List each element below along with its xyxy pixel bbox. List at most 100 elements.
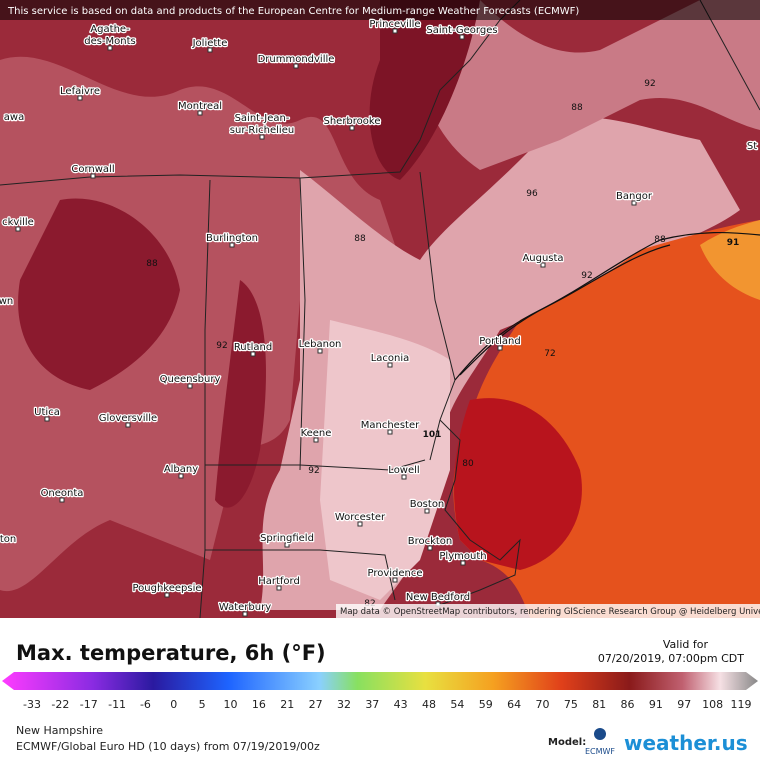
city-label: Princeville bbox=[369, 19, 420, 30]
colorbar-tick-label: -33 bbox=[23, 698, 41, 711]
colorbar-tick-label: 91 bbox=[649, 698, 663, 711]
model-run: ECMWF/Global Euro HD (10 days) from 07/1… bbox=[16, 740, 320, 753]
city-label: Rutland bbox=[234, 342, 272, 353]
city-dot bbox=[107, 45, 113, 51]
region: New Hampshire bbox=[16, 724, 103, 737]
city-label: Lebanon bbox=[299, 339, 342, 350]
city-dot bbox=[424, 508, 430, 514]
city-dot bbox=[313, 437, 319, 443]
colorbar-tick-label: 43 bbox=[394, 698, 408, 711]
city-label: Brockton bbox=[408, 536, 453, 547]
contour-label: 91 bbox=[727, 238, 740, 248]
colorbar-tick-label: 119 bbox=[731, 698, 752, 711]
borders bbox=[0, 0, 760, 618]
colorbar-tick-label: 81 bbox=[592, 698, 606, 711]
city-label: Cornwall bbox=[71, 164, 114, 175]
dark-zone bbox=[369, 0, 480, 180]
city-label: Portland bbox=[479, 336, 520, 347]
city-dot bbox=[460, 560, 466, 566]
valid-time: 07/20/2019, 07:00pm CDT bbox=[598, 652, 744, 665]
city-label: Lefaivre bbox=[60, 86, 100, 97]
colorbar-tick-label: 37 bbox=[365, 698, 379, 711]
city-dot bbox=[164, 592, 170, 598]
colorbar-tick-label: 59 bbox=[479, 698, 493, 711]
city-label: Burlington bbox=[206, 233, 258, 244]
city-dot bbox=[77, 95, 83, 101]
city-label: Lowell bbox=[388, 465, 419, 476]
city-dot bbox=[392, 28, 398, 34]
city-label: Queensbury bbox=[160, 374, 221, 385]
city-dot bbox=[59, 497, 65, 503]
city-label: Worcester bbox=[335, 512, 386, 523]
city-dot bbox=[242, 611, 248, 617]
city-label: Manchester bbox=[361, 420, 420, 431]
city-dot bbox=[497, 345, 503, 351]
contour-label: 92 bbox=[216, 341, 227, 351]
city-dot bbox=[459, 34, 465, 40]
city-label: Agathe- bbox=[90, 24, 130, 35]
contour-label: 88 bbox=[146, 259, 158, 269]
city-dot bbox=[293, 63, 299, 69]
city-label: awa bbox=[4, 112, 24, 123]
city-dot bbox=[401, 474, 407, 480]
colorbar-tick-label: 27 bbox=[309, 698, 323, 711]
city-label: wn bbox=[0, 296, 13, 307]
city-dot bbox=[284, 542, 290, 548]
ecmwf-logo bbox=[594, 728, 606, 740]
city-dot bbox=[631, 200, 637, 206]
city-label: Keene bbox=[301, 428, 332, 439]
attribution: Map data © OpenStreetMap contributors, r… bbox=[340, 607, 760, 617]
colorbar-tick-label: 75 bbox=[564, 698, 578, 711]
city-label: Bangor bbox=[616, 191, 653, 202]
dark-zone bbox=[18, 198, 180, 390]
ocean-cool bbox=[454, 398, 582, 570]
contour-label: 92 bbox=[308, 466, 319, 476]
city-label: des-Monts bbox=[84, 36, 136, 47]
city-label: St bbox=[747, 141, 757, 152]
city-label: Hartford bbox=[258, 576, 300, 587]
city-dot bbox=[207, 47, 213, 53]
colorbar-tick-label: -11 bbox=[108, 698, 126, 711]
city-dot bbox=[276, 585, 282, 591]
city-dot bbox=[125, 422, 131, 428]
contour-label: 88 bbox=[571, 103, 583, 113]
colorbar-tick-label: 21 bbox=[280, 698, 294, 711]
valid-label: Valid for bbox=[663, 638, 709, 651]
colorbar-tick-label: 108 bbox=[702, 698, 723, 711]
city-label: Springfield bbox=[260, 533, 314, 544]
city-dot bbox=[427, 545, 433, 551]
colorbar-tick-label: -6 bbox=[140, 698, 151, 711]
colorbar-tick-label: 97 bbox=[677, 698, 691, 711]
city-dot bbox=[357, 521, 363, 527]
colorbar-tick-label: 16 bbox=[252, 698, 266, 711]
contour-label: 92 bbox=[581, 271, 592, 281]
colorbar-tick-label: 48 bbox=[422, 698, 436, 711]
legend-title: Max. temperature, 6h (°F) bbox=[16, 641, 326, 665]
contour-label: 88 bbox=[354, 234, 366, 244]
city-label: sur-Richelieu bbox=[230, 125, 294, 136]
city-label: Oneonta bbox=[41, 488, 84, 499]
city-label: ckville bbox=[2, 217, 34, 228]
contour-label: 96 bbox=[526, 189, 538, 199]
city-label: New Bedford bbox=[406, 592, 470, 603]
city-label: Augusta bbox=[522, 253, 563, 264]
model-label: Model: bbox=[548, 737, 586, 748]
city-dot bbox=[349, 125, 355, 131]
contour-label: 80 bbox=[462, 459, 474, 469]
city-label: Saint-Georges bbox=[426, 25, 497, 36]
legend: Max. temperature, 6h (°F) Valid for 07/2… bbox=[2, 638, 758, 756]
city-label: Albany bbox=[164, 464, 198, 475]
city-dot bbox=[540, 262, 546, 268]
colorbar-tick-label: -22 bbox=[51, 698, 69, 711]
notice: This service is based on data and produc… bbox=[7, 6, 579, 17]
city-dot bbox=[187, 383, 193, 389]
city-dot bbox=[197, 110, 203, 116]
colorbar-tick-label: 86 bbox=[621, 698, 635, 711]
city-label: Utica bbox=[34, 407, 60, 418]
brand: weather.us bbox=[624, 731, 748, 755]
colorbar-tick-label: 32 bbox=[337, 698, 351, 711]
colorbar-tick-label: 54 bbox=[450, 698, 464, 711]
city-label: Montreal bbox=[178, 101, 222, 112]
city-label: Providence bbox=[367, 568, 422, 579]
